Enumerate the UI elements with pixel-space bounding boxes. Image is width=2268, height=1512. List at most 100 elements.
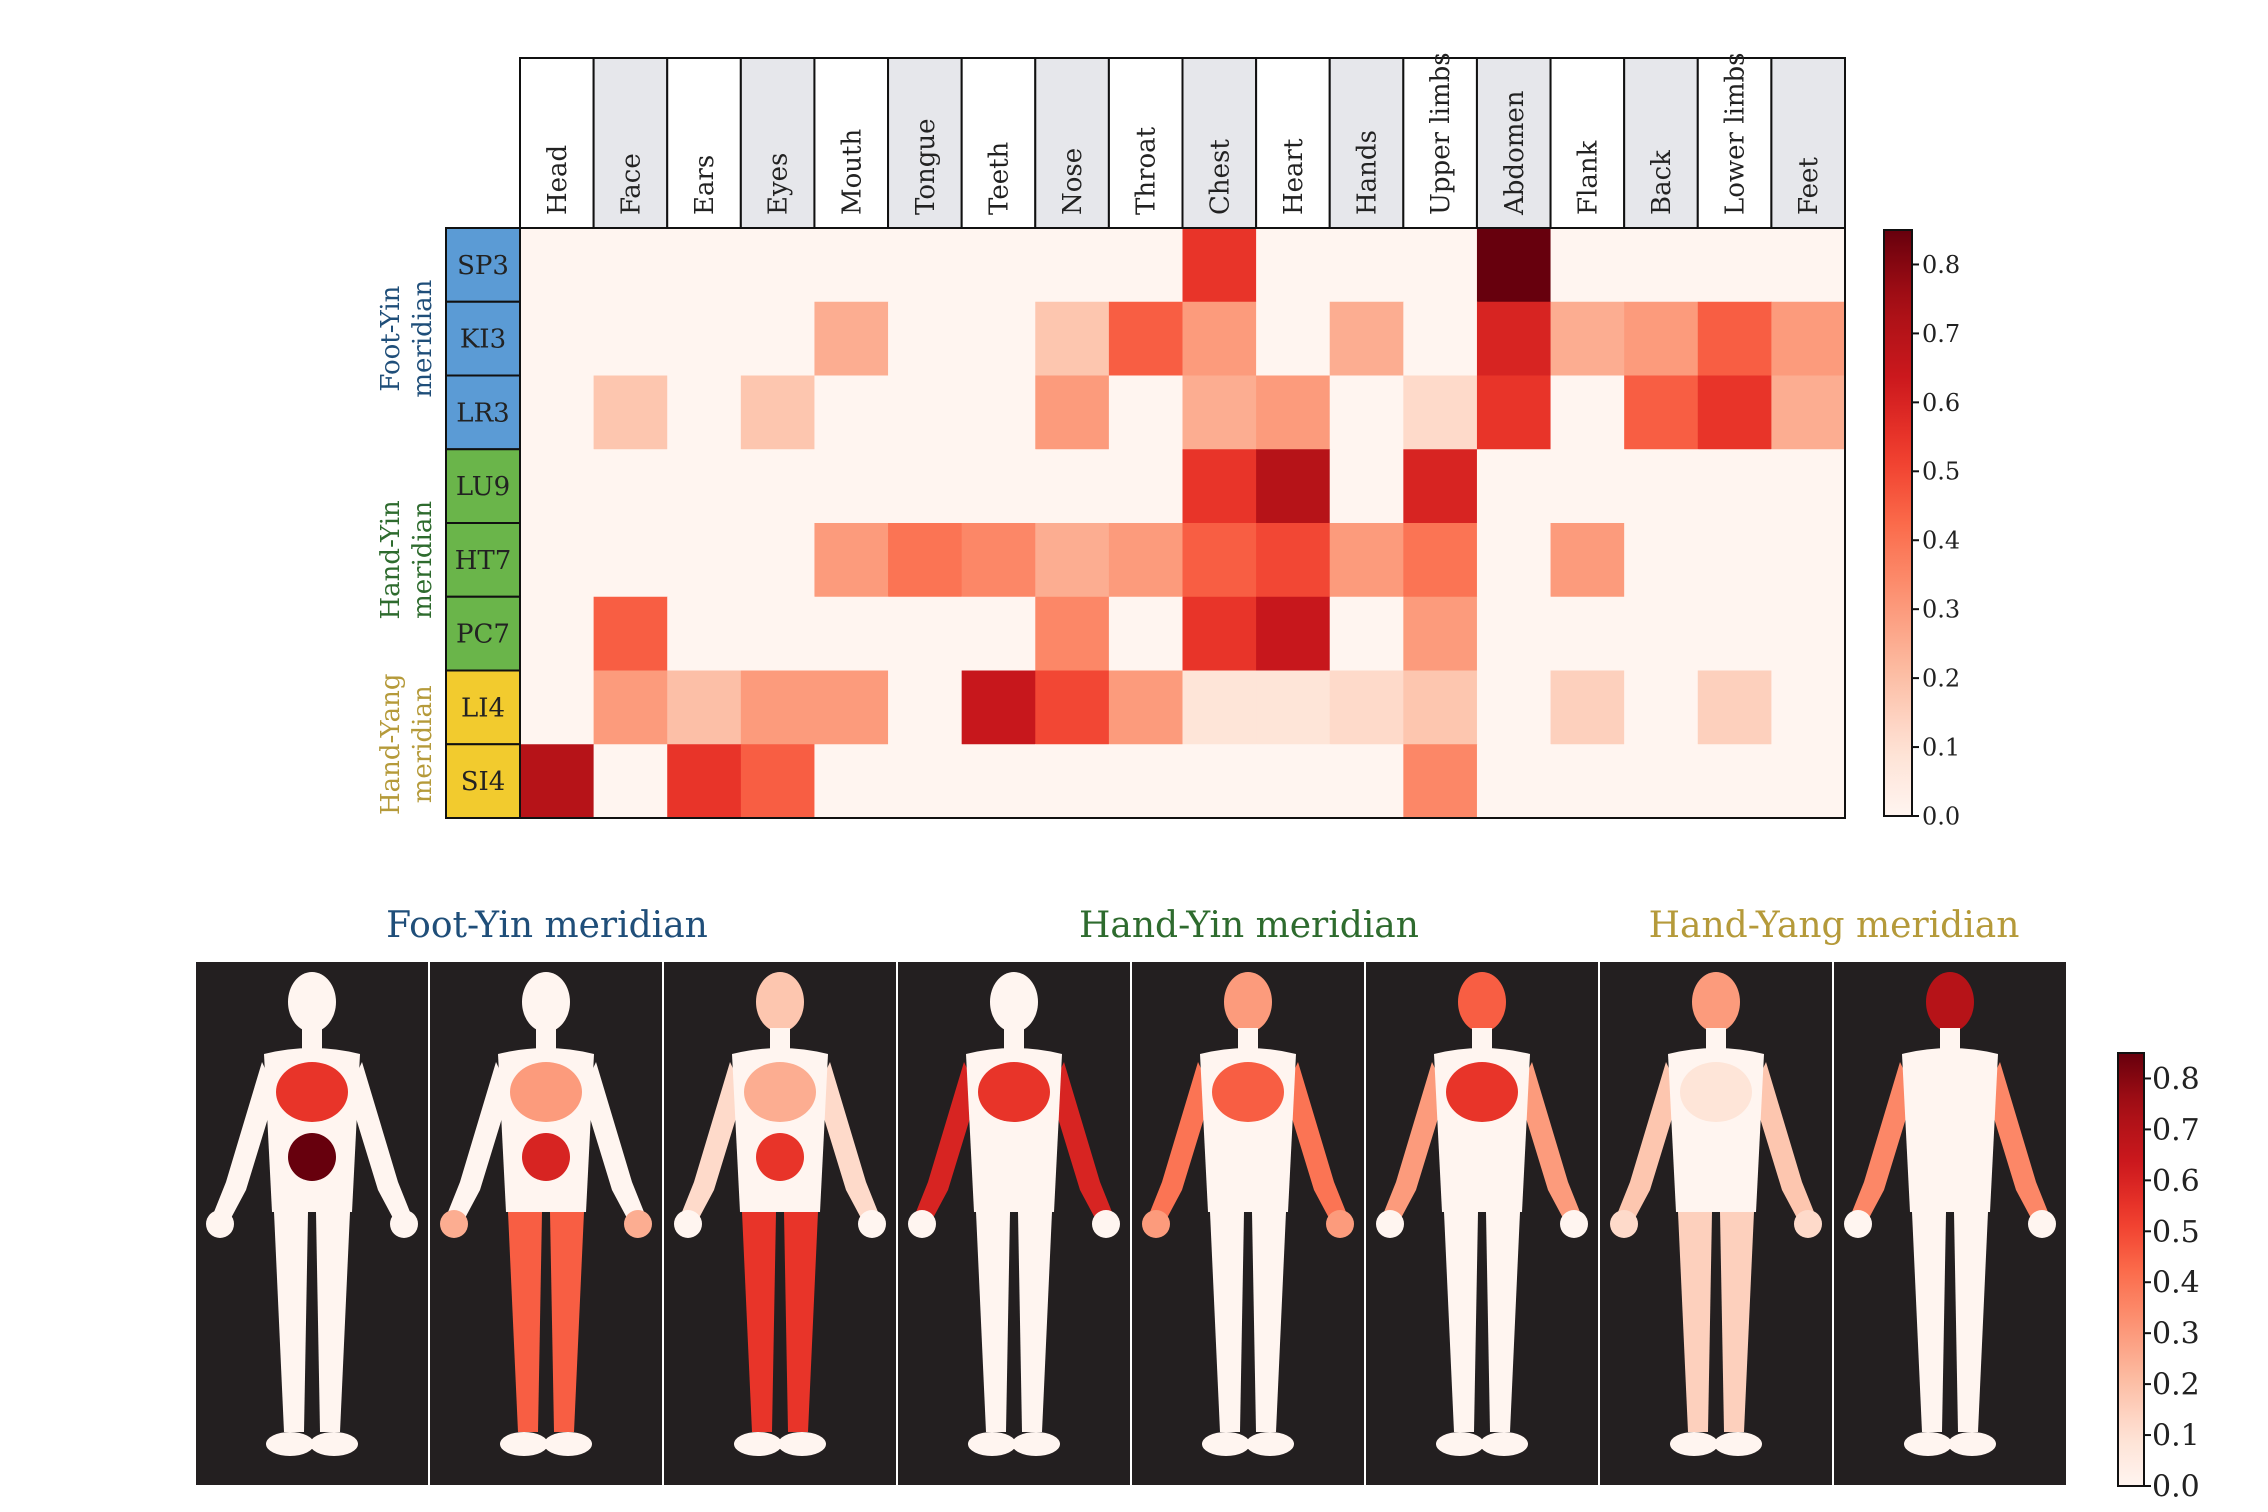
heatmap-cell [1256, 228, 1331, 303]
heatmap-cell [520, 744, 595, 819]
heatmap-cell [1697, 375, 1772, 450]
figure [440, 972, 652, 1456]
body-panel [196, 962, 428, 1485]
figure-neck [1472, 1028, 1492, 1050]
column-header-label: Teeth [984, 141, 1014, 215]
heatmap-cell [1329, 670, 1404, 745]
heatmap-cell [740, 301, 815, 376]
figure-right-foot [310, 1432, 358, 1456]
colorbar-tick-label: 0.4 [2152, 1266, 2200, 1301]
figure-right-foot [1480, 1432, 1528, 1456]
figure-right-arm [1986, 1062, 2048, 1220]
figure-right-leg [1720, 1212, 1754, 1432]
column-header-label: Upper limbs [1426, 52, 1456, 215]
figure-chest [276, 1062, 348, 1122]
heatmap-cell [1035, 301, 1110, 376]
row-header-cell [445, 374, 521, 451]
figure-left-arm [448, 1062, 510, 1220]
heatmap-cell [1624, 744, 1699, 819]
heatmap-cell [1182, 449, 1257, 524]
row-header-cell [445, 669, 521, 746]
figure-right-foot [1714, 1432, 1762, 1456]
figure-right-arm [1518, 1062, 1580, 1220]
heatmap-cell [1771, 523, 1846, 598]
body-silhouette [908, 972, 1120, 1456]
figure-right-leg [1954, 1212, 1988, 1432]
row-group-label: meridian [408, 501, 438, 619]
heatmap-cell [593, 449, 668, 524]
row-group-label: Hand-Yin [376, 500, 406, 620]
figure-left-arm [1618, 1062, 1680, 1220]
figure-abdomen [1692, 1133, 1740, 1181]
row-group-label: meridian [408, 279, 438, 397]
heatmap-cell [1771, 375, 1846, 450]
column-header-cell [1255, 57, 1331, 229]
figure-left-hand [908, 1210, 936, 1238]
heatmap-cell [814, 449, 889, 524]
heatmap-cell [520, 228, 595, 303]
colorbar-tick-label: 0.8 [2152, 1062, 2200, 1097]
heatmap-cell [1624, 375, 1699, 450]
heatmap-cell [593, 596, 668, 671]
figure-left-leg [508, 1212, 542, 1432]
figure-left-hand [1610, 1210, 1638, 1238]
meridian-group-title: Hand-Yin meridian [1079, 905, 1419, 946]
column-header-label: Eyes [764, 153, 794, 215]
heatmap-cell [814, 670, 889, 745]
heatmap-cell [1697, 228, 1772, 303]
figure-head [1692, 972, 1740, 1032]
column-header-cell [813, 57, 890, 229]
heatmap-cell [1624, 670, 1699, 745]
heatmap-cell [1256, 596, 1331, 671]
heatmap-cell [1476, 670, 1552, 745]
column-header-cell [1328, 57, 1405, 229]
heatmap-cell [1403, 596, 1478, 671]
figure-left-foot [266, 1432, 314, 1456]
heatmap-cell [667, 301, 742, 376]
heatmap-cell [961, 301, 1036, 376]
figure-left-foot [968, 1432, 1016, 1456]
colorbar-tick-label: 0.3 [2152, 1317, 2200, 1352]
heatmap-cell [740, 228, 815, 303]
heatmap-cell [1550, 523, 1625, 598]
row-header-label: PC7 [456, 620, 510, 650]
figure-neck [1706, 1028, 1726, 1050]
heatmap-cell [593, 228, 668, 303]
heatmap-cell [1329, 375, 1404, 450]
heatmap-cell [593, 523, 668, 598]
figure-abdomen [1458, 1133, 1506, 1181]
column-header-cell [1402, 57, 1478, 229]
figure-left-hand [440, 1210, 468, 1238]
figure [1610, 972, 1822, 1456]
figure-right-hand [624, 1210, 652, 1238]
heatmap-cell [1771, 228, 1846, 303]
body-silhouette [1610, 972, 1822, 1456]
figure [1844, 972, 2056, 1456]
row-group-label: Hand-Yang [376, 673, 406, 815]
figure-right-hand [390, 1210, 418, 1238]
figure-left-foot [1202, 1432, 1250, 1456]
column-header-label: Back [1647, 150, 1677, 215]
figure-right-leg [1018, 1212, 1052, 1432]
body-silhouette [674, 972, 886, 1456]
heatmap-cell [667, 670, 742, 745]
column-header-label: Mouth [837, 129, 867, 215]
figure-right-foot [1948, 1432, 1996, 1456]
body-silhouette [1142, 972, 1354, 1456]
heatmap-cell [740, 523, 815, 598]
figure-right-leg [1486, 1212, 1520, 1432]
row-group-label: Foot-Yin [376, 285, 406, 391]
figure-left-leg [976, 1212, 1010, 1432]
heatmap-cell [888, 596, 963, 671]
figure-right-leg [316, 1212, 350, 1432]
colorbar-gradient [1883, 229, 1913, 817]
heatmap-cell [1697, 744, 1772, 819]
heatmap-cell [961, 228, 1036, 303]
figure-left-arm [1852, 1062, 1914, 1220]
figure-chest [978, 1062, 1050, 1122]
figure-left-leg [742, 1212, 776, 1432]
figure-head [288, 972, 336, 1032]
figure-neck [302, 1028, 322, 1050]
column-header-label: Throat [1132, 126, 1162, 215]
